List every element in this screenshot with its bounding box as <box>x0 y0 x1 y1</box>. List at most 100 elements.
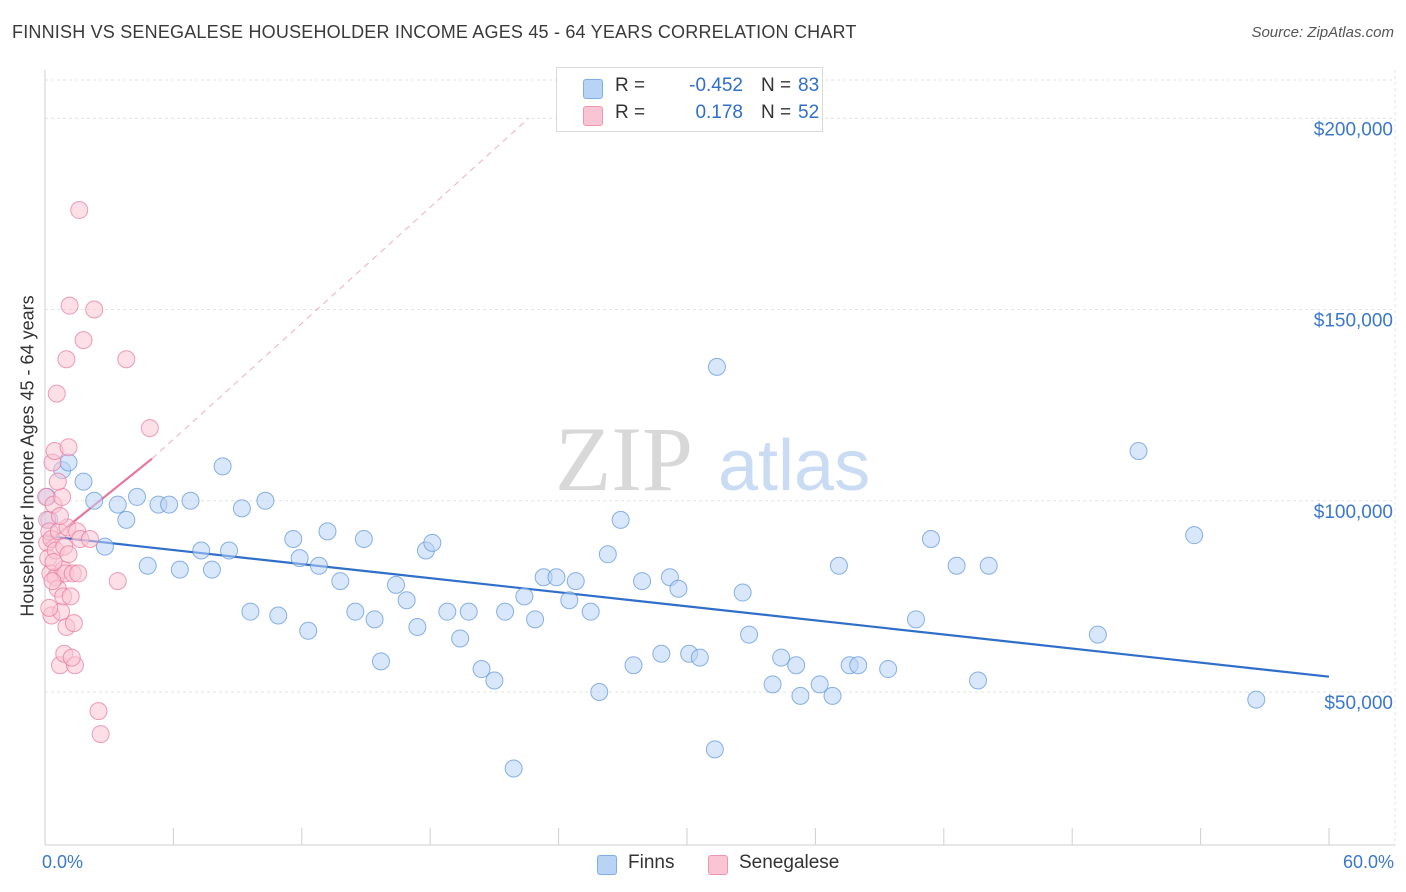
finns-point <box>213 457 232 476</box>
senegalese-point <box>62 648 81 667</box>
senegalese-point <box>108 572 127 591</box>
finns-point <box>1129 442 1148 461</box>
senegalese-point <box>44 552 63 571</box>
finns-point <box>59 453 78 472</box>
finns-point <box>472 660 491 679</box>
bottom-legend-label-senegalese: Senegalese <box>739 852 840 873</box>
senegalese-point <box>85 300 104 319</box>
finns-point <box>969 671 988 690</box>
finns-point <box>202 560 221 579</box>
finns-point <box>192 541 211 560</box>
watermark: ZIP atlas <box>555 408 870 510</box>
finns-point <box>160 495 179 514</box>
senegalese-point <box>140 419 159 438</box>
senegalese-point <box>91 725 110 744</box>
legend-swatch-senegalese <box>583 106 603 126</box>
finns-point <box>386 575 405 594</box>
finns-point <box>611 510 630 529</box>
trendline-finns <box>44 534 1330 678</box>
finns-point <box>354 530 373 548</box>
finns-point <box>290 549 309 568</box>
finns-point <box>117 510 136 529</box>
axes <box>44 70 1395 846</box>
finns-point <box>1247 690 1266 709</box>
finns-point <box>652 644 671 663</box>
y-tick-labels: $50,000 $100,000 $150,000 $200,000 <box>1314 119 1393 714</box>
finns-point <box>849 656 868 675</box>
finns-point <box>284 530 303 548</box>
finns-point <box>707 357 726 376</box>
finns-point <box>299 621 318 640</box>
finns-point <box>598 545 617 564</box>
finns-point <box>590 683 609 701</box>
finns-point <box>232 499 251 518</box>
finns-point <box>526 610 545 629</box>
bottom-legend-label-finns: Finns <box>628 852 675 873</box>
senegalese-point <box>80 530 99 548</box>
finns-point <box>138 556 157 575</box>
trendlines <box>44 117 1330 678</box>
finns-point <box>669 579 688 598</box>
data-points <box>37 201 1266 778</box>
finns-point <box>829 556 848 575</box>
senegalese-point <box>57 350 76 369</box>
finns-point <box>1088 625 1107 644</box>
watermark-zip: ZIP <box>555 408 693 510</box>
senegalese-point <box>64 614 83 633</box>
bottom-legend-swatch-finns <box>597 855 617 875</box>
senegalese-point <box>69 564 88 583</box>
source-label: Source: ZipAtlas.com <box>1251 24 1394 41</box>
finns-point <box>566 572 585 591</box>
finns-point <box>772 648 791 667</box>
finns-point <box>496 602 515 621</box>
senegalese-point <box>117 350 136 369</box>
finns-point <box>408 617 427 636</box>
finns-point <box>504 759 523 778</box>
finns-point <box>979 556 998 575</box>
finns-point <box>921 530 940 548</box>
finns-point <box>733 583 752 602</box>
legend-n-value-finns: 83 <box>798 75 820 96</box>
senegalese-point <box>50 507 69 526</box>
finns-point <box>318 522 337 541</box>
finns-point <box>763 675 782 694</box>
senegalese-point <box>89 702 108 721</box>
finns-point <box>810 675 829 694</box>
finns-point <box>269 606 288 625</box>
senegalese-point <box>61 587 80 606</box>
legend-n-label: N = <box>761 102 792 123</box>
finns-point <box>108 495 127 514</box>
finns-point <box>1185 526 1204 545</box>
finns-point <box>947 556 966 575</box>
x-axis-max-label: 60.0% <box>1342 852 1394 872</box>
finns-point <box>74 472 93 491</box>
finns-point <box>365 610 384 629</box>
y-axis-label: Householder Income Ages 45 - 64 years <box>17 295 38 617</box>
legend-r-label: R = <box>615 102 646 123</box>
finns-point <box>371 652 390 671</box>
legend-r-value-finns: -0.452 <box>689 75 743 96</box>
chart-title: FINNISH VS SENEGALESE HOUSEHOLDER INCOME… <box>12 22 857 42</box>
finns-point <box>906 610 925 629</box>
finns-point <box>346 602 365 621</box>
finns-point <box>581 602 600 621</box>
legend-swatch-finns <box>583 79 603 99</box>
finns-point <box>791 686 810 705</box>
finns-point <box>633 572 652 591</box>
finns-point <box>787 656 806 675</box>
bottom-legend-swatch-senegalese <box>708 855 728 875</box>
finns-point <box>705 740 724 759</box>
senegalese-point <box>48 472 67 491</box>
finns-point <box>624 656 643 675</box>
finns-point <box>560 591 579 610</box>
finns-point <box>128 487 147 506</box>
legend-r-label: R = <box>615 75 646 96</box>
senegalese-point <box>47 384 66 403</box>
finns-point <box>547 568 566 587</box>
finns-point <box>823 686 842 705</box>
finns-point <box>170 560 189 579</box>
y-tick-label: $50,000 <box>1324 693 1393 714</box>
finns-point <box>181 491 200 510</box>
y-tick-label: $200,000 <box>1314 119 1393 140</box>
legend-n-value-senegalese: 52 <box>798 102 820 123</box>
